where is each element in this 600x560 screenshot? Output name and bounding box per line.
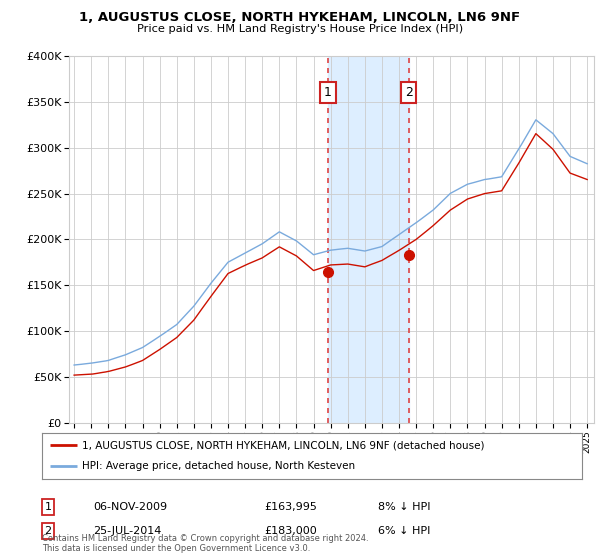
- Text: 1: 1: [44, 502, 52, 512]
- Text: 8% ↓ HPI: 8% ↓ HPI: [378, 502, 431, 512]
- Text: HPI: Average price, detached house, North Kesteven: HPI: Average price, detached house, Nort…: [83, 461, 356, 472]
- Text: 1, AUGUSTUS CLOSE, NORTH HYKEHAM, LINCOLN, LN6 9NF: 1, AUGUSTUS CLOSE, NORTH HYKEHAM, LINCOL…: [79, 11, 521, 24]
- Text: 6% ↓ HPI: 6% ↓ HPI: [378, 526, 430, 536]
- Text: 06-NOV-2009: 06-NOV-2009: [93, 502, 167, 512]
- Text: 1: 1: [324, 86, 332, 99]
- Text: 2: 2: [44, 526, 52, 536]
- Text: Price paid vs. HM Land Registry's House Price Index (HPI): Price paid vs. HM Land Registry's House …: [137, 24, 463, 34]
- Text: £183,000: £183,000: [264, 526, 317, 536]
- Text: 2: 2: [404, 86, 413, 99]
- Text: Contains HM Land Registry data © Crown copyright and database right 2024.
This d: Contains HM Land Registry data © Crown c…: [42, 534, 368, 553]
- Bar: [328, 56, 409, 423]
- Text: 25-JUL-2014: 25-JUL-2014: [93, 526, 161, 536]
- Text: 1, AUGUSTUS CLOSE, NORTH HYKEHAM, LINCOLN, LN6 9NF (detached house): 1, AUGUSTUS CLOSE, NORTH HYKEHAM, LINCOL…: [83, 440, 485, 450]
- Text: £163,995: £163,995: [264, 502, 317, 512]
